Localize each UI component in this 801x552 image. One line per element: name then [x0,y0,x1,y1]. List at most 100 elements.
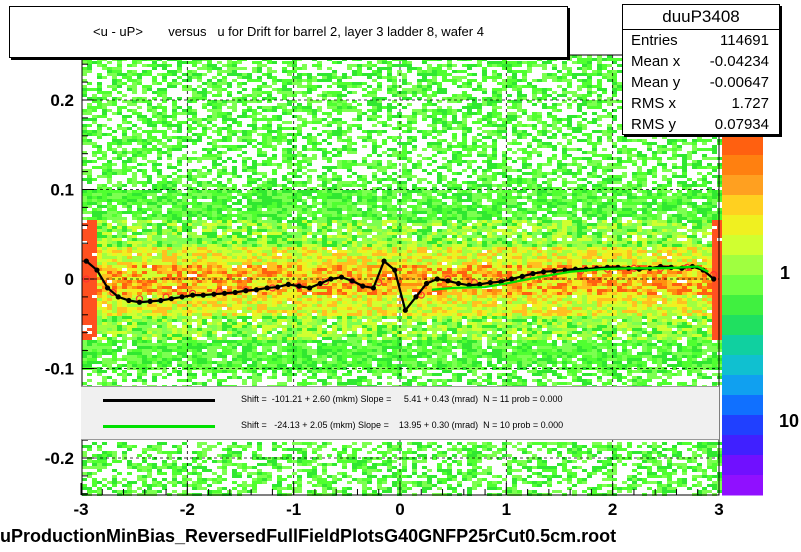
heat-cell [322,190,327,193]
heat-cell [587,223,592,226]
heat-cell [252,91,257,94]
heat-cell [517,193,522,196]
heat-cell [362,136,367,139]
heat-cell [97,202,102,205]
heat-cell [627,193,632,196]
heat-cell [582,79,587,82]
heat-cell [592,211,597,214]
heat-cell [472,100,477,103]
heat-cell [422,109,427,112]
heat-cell [392,193,397,196]
heat-cell [227,226,232,229]
heat-cell [82,139,87,142]
heat-cell [562,100,567,103]
heat-cell [267,94,272,97]
heat-cell [282,178,287,181]
heat-cell [502,166,507,169]
heat-cell [712,205,717,208]
heat-cell [592,199,597,202]
heat-cell [302,184,307,187]
heat-cell [212,166,217,169]
heat-cell [457,94,462,97]
heat-cell [712,169,717,172]
heat-cell [477,235,482,238]
heat-cell [682,199,687,202]
heat-cell [397,220,402,223]
heat-cell [407,139,412,142]
heat-cell [242,223,247,226]
heat-cell [552,154,557,157]
heat-cell [552,106,557,109]
heat-cell [427,115,432,118]
heat-cell [322,130,327,133]
heat-cell [92,94,97,97]
heat-cell [462,94,467,97]
heat-cell [292,82,297,85]
heat-cell [582,82,587,85]
heat-cell [452,178,457,181]
heat-cell [447,142,452,145]
heat-cell [602,64,607,67]
heat-cell [557,70,562,73]
heat-cell [567,82,572,85]
heat-cell [552,226,557,229]
heat-cell [367,229,372,232]
heat-cell [247,184,252,187]
heat-cell [172,178,177,181]
heat-cell [137,199,142,202]
heat-cell [482,178,487,181]
heat-cell [402,217,407,220]
heat-cell [702,142,707,145]
heat-cell [412,139,417,142]
heat-cell [287,94,292,97]
heat-cell [137,217,142,220]
heat-cell [687,178,692,181]
heat-cell [617,70,622,73]
heat-cell [452,112,457,115]
heat-cell [637,226,642,229]
heat-cell [412,190,417,193]
heat-cell [527,100,532,103]
heat-cell [217,190,222,193]
heat-cell [622,160,627,163]
heat-cell [317,100,322,103]
heat-cell [192,226,197,229]
heat-cell [417,187,422,190]
heat-cell [342,232,347,235]
heat-cell [97,133,102,136]
heat-cell [447,100,452,103]
heat-cell [302,79,307,82]
heat-cell [347,145,352,148]
heat-cell [457,217,462,220]
heat-cell [412,211,417,214]
heat-cell [682,175,687,178]
heat-cell [387,166,392,169]
heat-cell [572,229,577,232]
heat-cell [677,232,682,235]
heat-cell [312,214,317,217]
heat-cell [632,160,637,163]
heat-cell [297,76,302,79]
heat-cell [477,151,482,154]
heat-cell [282,217,287,220]
heat-cell [82,130,87,133]
heat-cell [377,181,382,184]
heat-cell [487,232,492,235]
heat-cell [147,193,152,196]
heat-cell [642,229,647,232]
heat-cell [442,223,447,226]
heat-cell [547,220,552,223]
heat-cell [122,205,127,208]
heat-cell [707,208,712,211]
heat-cell [307,208,312,211]
heat-cell [652,169,657,172]
heat-cell [92,133,97,136]
heat-cell [532,190,537,193]
heat-cell [532,124,537,127]
heat-cell [612,208,617,211]
heat-cell [647,172,652,175]
heat-cell [172,145,177,148]
heat-cell [442,166,447,169]
heat-cell [467,151,472,154]
heat-cell [417,190,422,193]
